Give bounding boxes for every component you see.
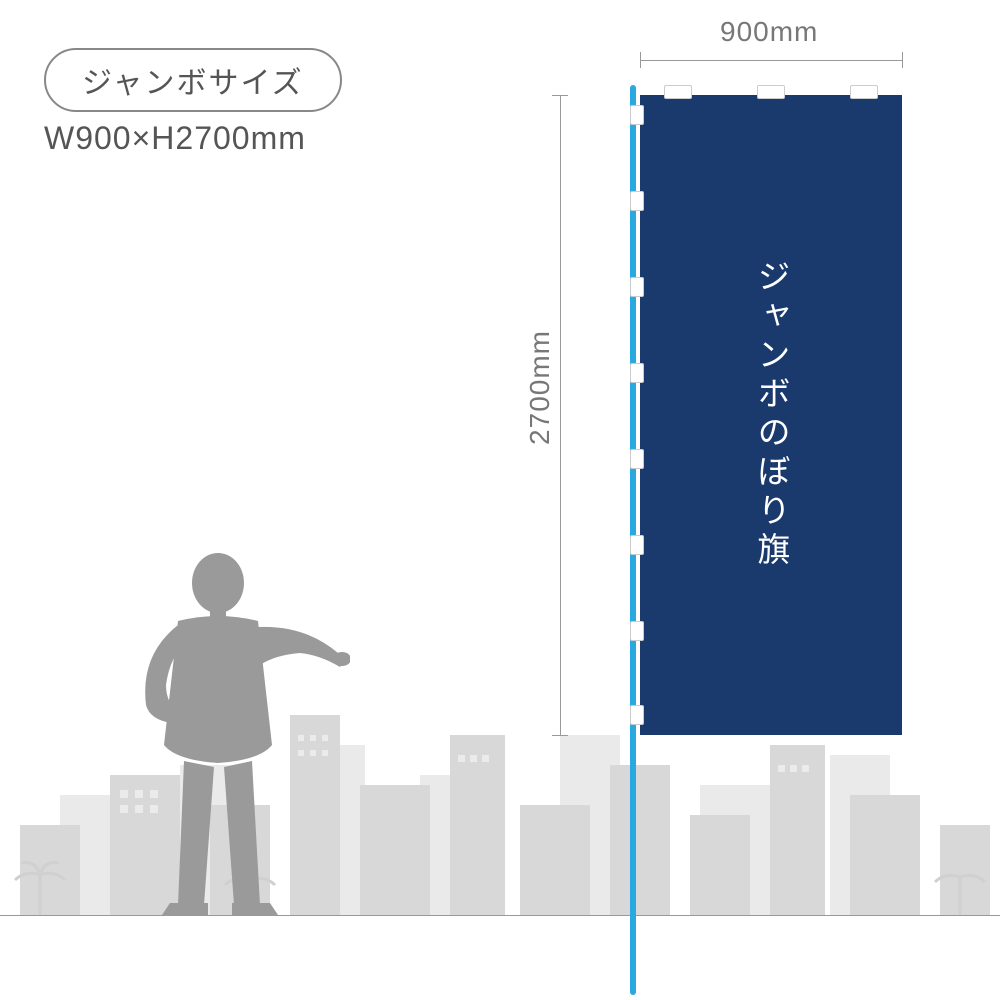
height-dimension-line	[560, 95, 561, 735]
height-dimension-tick-top	[552, 95, 568, 96]
flag-side-tab	[630, 277, 644, 297]
flag-side-tab	[630, 105, 644, 125]
flag-side-tab	[630, 449, 644, 469]
flag-side-tab	[630, 535, 644, 555]
width-dimension-line	[640, 60, 902, 61]
person-silhouette	[100, 545, 350, 915]
width-dimension-label: 900mm	[720, 16, 818, 48]
height-dimension-tick-bottom	[552, 735, 568, 736]
flag-top-tab	[757, 85, 785, 99]
flag-side-tab	[630, 191, 644, 211]
flag-top-tab	[850, 85, 878, 99]
width-dimension-tick-left	[640, 52, 641, 68]
title-pill: ジャンボサイズ	[44, 48, 342, 112]
height-dimension-label: 2700mm	[524, 330, 556, 445]
flag-banner: ジャンボのぼり旗	[640, 95, 902, 735]
dimensions-text: W900×H2700mm	[44, 120, 306, 157]
flag-side-tab	[630, 705, 644, 725]
flag-side-tab	[630, 621, 644, 641]
ground-line	[0, 915, 1000, 916]
flag-top-tab	[664, 85, 692, 99]
flag-side-tab	[630, 363, 644, 383]
width-dimension-tick-right	[902, 52, 903, 68]
flag-text: ジャンボのぼり旗	[747, 259, 795, 571]
title-text: ジャンボサイズ	[82, 67, 304, 100]
